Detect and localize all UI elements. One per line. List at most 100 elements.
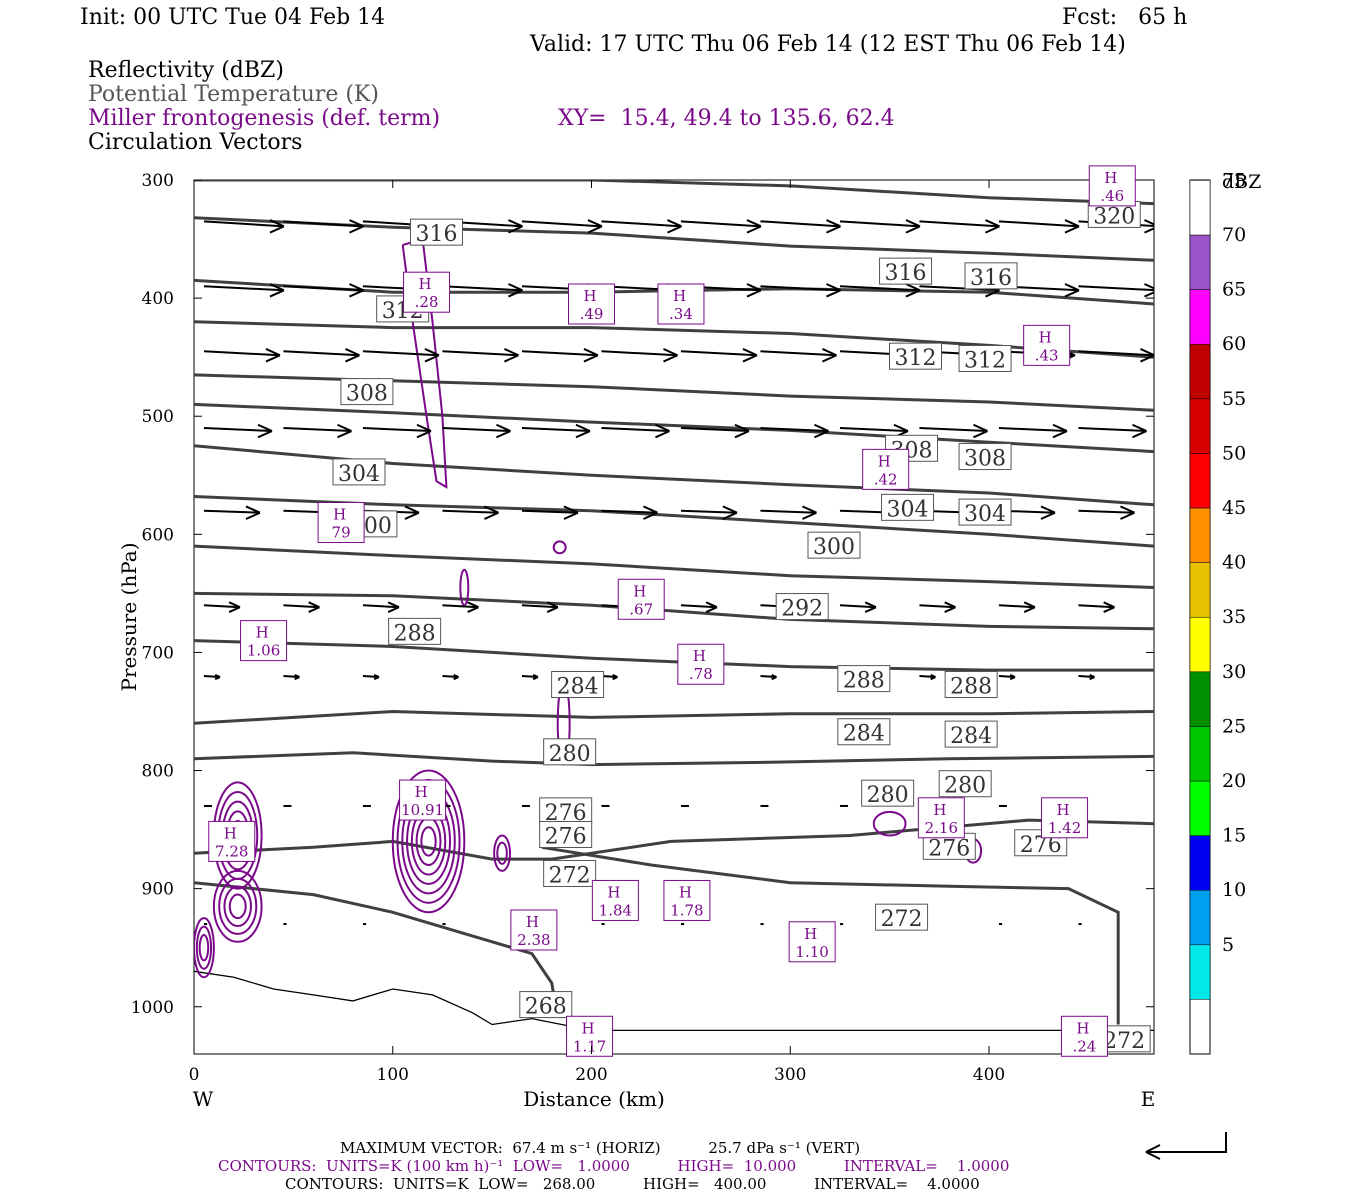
theta-label-text: 272	[1103, 1029, 1145, 1054]
circulation-vector	[680, 427, 750, 433]
frontogenesis-max-value: 2.38	[517, 931, 550, 949]
frontogenesis-max-box	[399, 779, 447, 821]
y-tick-label: 800	[142, 762, 174, 782]
theta-contour-272	[194, 881, 558, 1008]
y-tick-label: 600	[142, 525, 174, 545]
x-tick-label: 0	[189, 1065, 200, 1085]
circulation-vector-head	[228, 601, 241, 613]
theta-label-box	[332, 458, 386, 486]
circulation-vector-head	[663, 348, 678, 363]
circulation-vector	[283, 285, 364, 292]
theta-label-box	[543, 859, 597, 887]
frontogenesis-contour	[459, 568, 470, 607]
frontogenesis-contour	[228, 893, 247, 920]
circulation-vector	[1078, 604, 1115, 609]
frontogenesis-max-label: H	[333, 506, 346, 524]
frontogenesis-contour	[218, 877, 258, 935]
circulation-vector-head	[373, 673, 380, 681]
circulation-vector-head	[308, 601, 320, 613]
frontogenesis-max-box	[568, 283, 616, 325]
frontogenesis-max-label: H	[679, 883, 692, 901]
circulation-vector-head	[826, 219, 841, 234]
theta-label-text: 276	[545, 825, 587, 850]
frontogenesis-max-box	[617, 578, 665, 620]
frontogenesis-max-label: H	[673, 287, 686, 305]
circulation-vector	[362, 350, 439, 357]
theta-label-box	[944, 671, 998, 699]
circulation-vector-head	[269, 219, 285, 234]
frontogenesis-max-value: 1.84	[599, 901, 632, 919]
colorbar-swatch	[1189, 780, 1211, 836]
circulation-vector	[919, 285, 1000, 292]
theta-label-text: 292	[781, 597, 823, 622]
frontogenesis-contour	[212, 869, 263, 943]
theta-label-box	[340, 378, 394, 406]
theta-label-text: 312	[894, 346, 936, 371]
theta-contour-280	[194, 751, 1154, 767]
theta-label-text: 316	[415, 222, 457, 247]
colorbar-tick-label: 25	[1222, 715, 1246, 737]
frontogenesis-contour	[872, 810, 907, 837]
circulation-vector-head	[822, 348, 837, 363]
theta-label-text: 280	[944, 774, 986, 799]
circulation-vector	[919, 427, 988, 433]
theta-contour-324	[194, 180, 1154, 206]
theta-label-text: 280	[867, 783, 909, 808]
theta-label-text: 316	[970, 266, 1012, 291]
frontogenesis-contour	[493, 834, 512, 872]
theta-contour-316	[194, 320, 1154, 359]
colorbar-swatch	[1189, 671, 1211, 727]
circulation-vector	[1078, 350, 1154, 357]
theta-label-box	[837, 718, 891, 746]
max-vector-note: MAXIMUM VECTOR: 67.4 m s⁻¹ (HORIZ) 25.7 …	[340, 1139, 861, 1157]
circulation-vector	[680, 350, 758, 357]
circulation-vector-head	[746, 219, 762, 234]
colorbar-swatch	[1189, 616, 1211, 673]
frontogenesis-max-label: H	[419, 275, 432, 293]
frontogenesis-contour	[223, 885, 252, 928]
frontogenesis-max-box	[663, 879, 711, 921]
circulation-vector	[998, 220, 1080, 228]
frontogenesis-max-label: H	[256, 624, 269, 642]
reference-vector-arrow	[1145, 1132, 1227, 1160]
theta-label-box	[958, 443, 1012, 471]
colorbar-tick-label: 5	[1222, 934, 1234, 956]
frontogenesis-max-box	[240, 620, 288, 662]
circulation-vector	[839, 285, 921, 292]
y-tick-label: 900	[142, 880, 174, 900]
theta-label-text: 304	[887, 497, 929, 522]
colorbar-swatch	[1189, 889, 1211, 946]
circulation-vector-head	[667, 219, 682, 234]
circulation-vector	[760, 220, 841, 228]
circulation-vector	[760, 509, 817, 514]
circulation-vector	[601, 350, 678, 357]
circulation-vector	[442, 509, 499, 514]
theta-label-text: 300	[813, 535, 855, 560]
x-tick-label: 300	[774, 1065, 806, 1085]
colorbar-swatch	[1189, 234, 1211, 290]
frontogenesis-max-label: H	[1104, 169, 1117, 187]
theta-label-box	[881, 493, 935, 521]
colorbar-tick-label: 35	[1222, 606, 1246, 628]
frontogenesis-max-value: .42	[874, 470, 898, 488]
theta-label-box	[958, 345, 1012, 373]
circulation-vector	[203, 604, 240, 609]
frontogenesis-max-box	[591, 879, 639, 921]
theta-label-box	[964, 262, 1018, 290]
x-tick-label: 200	[575, 1065, 607, 1085]
circulation-vector-head	[508, 219, 523, 234]
frontogenesis-max-box	[1060, 1015, 1108, 1057]
circulation-vector-head	[349, 283, 364, 298]
theta-label-text: 276	[928, 836, 970, 861]
circulation-vector-head	[546, 601, 559, 613]
plot-frame	[193, 179, 1155, 1055]
theta-label-text: 320	[1093, 204, 1135, 229]
circulation-vector-head	[349, 219, 364, 234]
circulation-vector-head	[1103, 601, 1115, 613]
colorbar-swatch	[1189, 398, 1211, 454]
circulation-vector	[760, 350, 837, 357]
circulation-vector-head	[802, 505, 817, 520]
circulation-vector	[283, 350, 360, 357]
theta-labels: 316 312 308 304 300 288 284 280 276 272 268 316 316 3…	[332, 200, 1151, 1054]
circulation-vector-head	[742, 348, 758, 363]
